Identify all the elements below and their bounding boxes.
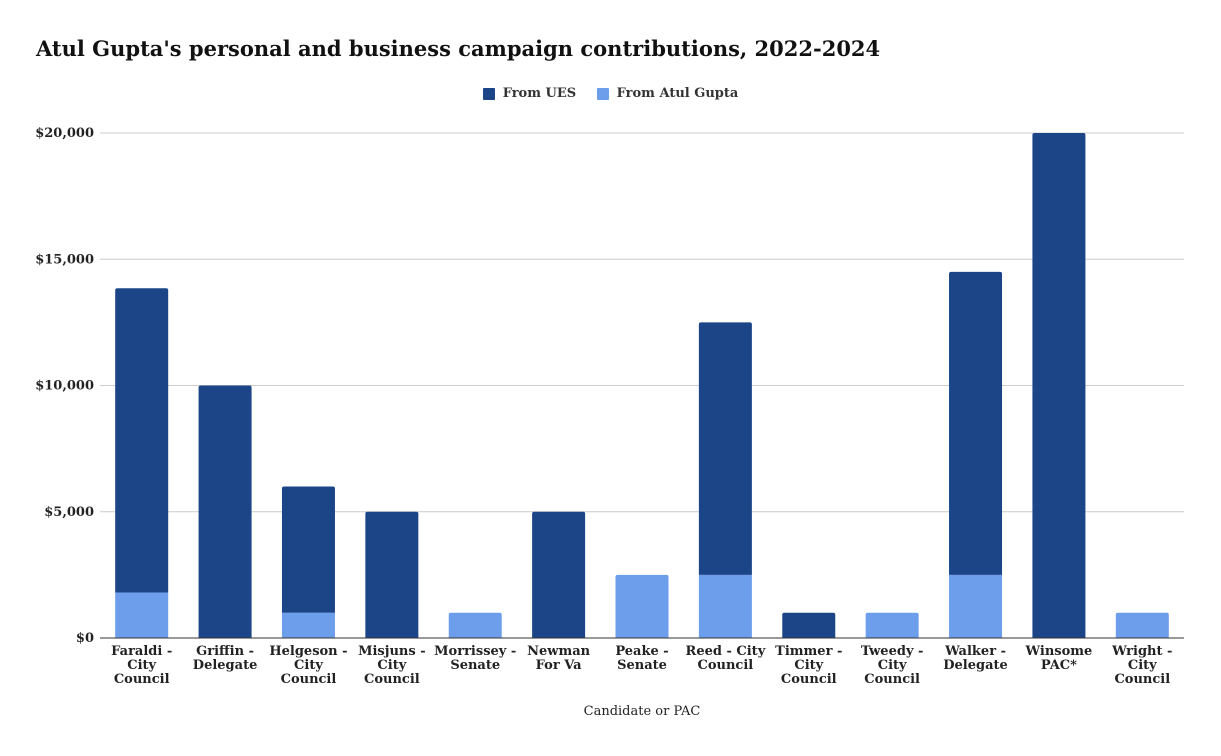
bar-stack (1115, 612, 1169, 638)
bar-segment (1115, 612, 1169, 638)
bar-stack (865, 612, 919, 638)
x-category-label: Wright -City Council (1111, 644, 1172, 687)
bar-stack (1032, 133, 1086, 638)
legend-swatch-ues (482, 87, 495, 100)
bar-segment (865, 612, 919, 638)
legend-swatch-atul-gupta (596, 87, 609, 100)
x-category-label: Walker -Delegate (943, 644, 1008, 673)
legend-label-atul-gupta: From Atul Gupta (616, 86, 739, 101)
legend-item-atul-gupta: From Atul Gupta (596, 86, 739, 101)
gridlines (100, 132, 1184, 513)
x-category-label: Newman For Va (527, 644, 591, 673)
x-category-label: Tweedy -City Council (861, 644, 924, 687)
bar-segment (698, 574, 752, 638)
bar-segment (782, 612, 836, 638)
bar-segment (532, 511, 586, 638)
bar-stack (782, 612, 836, 638)
legend: From UES From Atul Gupta (0, 86, 1221, 104)
legend-item-ues: From UES (482, 86, 577, 101)
x-category-label: Faraldi -City Council (111, 644, 172, 687)
x-category-label: Peake -Senate (615, 644, 668, 673)
bar-segment (448, 612, 502, 638)
bar-stack (115, 288, 169, 638)
bar-segment (115, 592, 169, 638)
x-category-label: Winsome PAC* (1025, 644, 1093, 673)
bar-segment (949, 574, 1003, 638)
y-tick-label: $5,000 (44, 505, 94, 520)
bar-segment (365, 511, 419, 638)
bar-stack (698, 322, 752, 638)
x-category-label: Helgeson -City Council (269, 644, 347, 687)
y-tick-label: $15,000 (35, 252, 94, 267)
bar-segment (949, 271, 1003, 575)
bar-stack (532, 511, 586, 638)
bar-stack (198, 385, 252, 638)
legend-label-ues: From UES (502, 86, 577, 101)
bar-stack (949, 271, 1003, 638)
bar-stack (281, 486, 335, 638)
bar-segment (1032, 133, 1086, 638)
chart-title: Atul Gupta's personal and business campa… (36, 36, 881, 61)
bar-segment (615, 574, 669, 638)
bar-segment (281, 612, 335, 638)
bar-stack (615, 574, 669, 638)
bar-segment (698, 322, 752, 575)
bar-stack (365, 511, 419, 638)
x-category-label: Griffin -Delegate (193, 644, 258, 673)
bar-segment (198, 385, 252, 638)
bars (115, 133, 1169, 638)
x-axis-categories: Faraldi -City Council Griffin -Delegate Hel… (111, 644, 1172, 687)
y-axis-ticks: $0 $5,000 $10,000 $15,000 $20,000 (35, 126, 94, 646)
x-category-label: Misjuns -City Council (358, 644, 426, 687)
bar-segment (281, 486, 335, 613)
x-category-label: Morrissey -Senate (434, 644, 516, 673)
y-tick-label: $20,000 (35, 126, 94, 141)
y-tick-label: $10,000 (35, 379, 94, 394)
bar-segment (115, 288, 169, 593)
bar-stack (448, 612, 502, 638)
y-tick-label: $0 (76, 631, 94, 646)
x-category-label: Timmer -City Council (775, 644, 842, 687)
x-axis-title: Candidate or PAC (584, 704, 701, 719)
x-category-label: Reed - City Council (686, 644, 766, 673)
